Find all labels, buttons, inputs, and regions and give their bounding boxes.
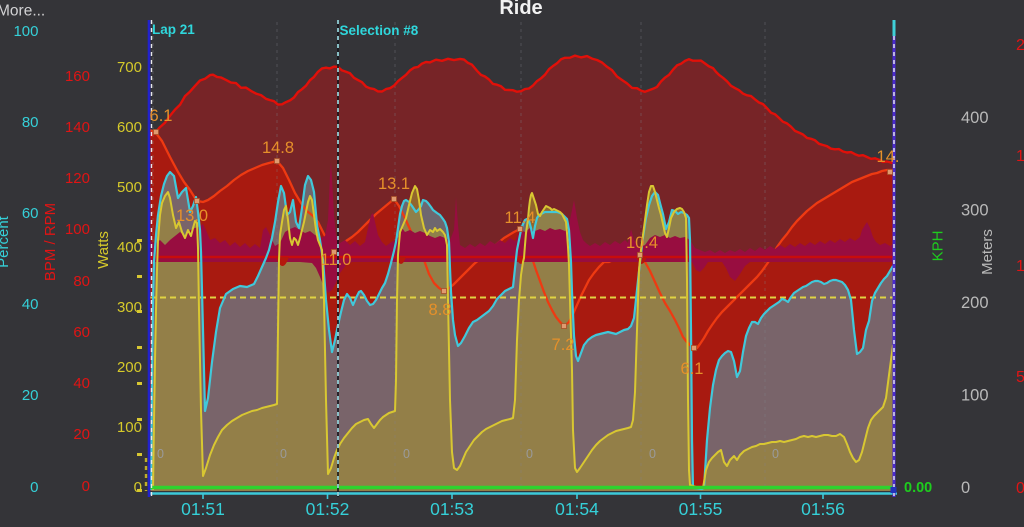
- svg-text:14.8: 14.8: [262, 139, 294, 157]
- svg-text:40: 40: [73, 375, 90, 392]
- svg-text:0: 0: [403, 447, 410, 461]
- svg-text:700: 700: [117, 59, 142, 76]
- svg-text:0: 0: [157, 447, 164, 461]
- svg-text:120: 120: [65, 170, 90, 187]
- svg-text:100: 100: [117, 419, 142, 436]
- svg-text:Selection #8: Selection #8: [340, 23, 419, 38]
- svg-text:60: 60: [22, 205, 39, 222]
- svg-text:500: 500: [117, 179, 142, 196]
- svg-text:0: 0: [772, 447, 779, 461]
- svg-text:60: 60: [73, 324, 90, 341]
- svg-text:7.2: 7.2: [552, 336, 575, 354]
- svg-text:KPH: KPH: [930, 231, 947, 262]
- svg-text:01:55: 01:55: [679, 499, 723, 519]
- svg-text:Percent: Percent: [0, 215, 12, 268]
- svg-text:Ride: Ride: [499, 0, 542, 19]
- svg-text:400: 400: [117, 239, 142, 256]
- svg-text:140: 140: [65, 119, 90, 136]
- svg-text:20: 20: [22, 387, 39, 404]
- svg-text:100: 100: [13, 23, 38, 40]
- svg-text:0: 0: [280, 447, 287, 461]
- svg-text:14.: 14.: [877, 148, 900, 166]
- svg-text:6.1: 6.1: [150, 107, 173, 125]
- svg-text:01:54: 01:54: [555, 499, 599, 519]
- svg-text:5: 5: [1016, 369, 1024, 386]
- svg-text:400: 400: [961, 109, 989, 127]
- svg-text:More...: More...: [0, 3, 45, 20]
- svg-text:80: 80: [22, 114, 39, 131]
- svg-text:80: 80: [73, 273, 90, 290]
- svg-text:0.00: 0.00: [904, 480, 932, 496]
- svg-text:01:52: 01:52: [306, 499, 350, 519]
- svg-text:Lap 21: Lap 21: [152, 22, 195, 37]
- svg-text:01:51: 01:51: [181, 499, 225, 519]
- svg-text:40: 40: [22, 296, 39, 313]
- svg-text:20: 20: [73, 426, 90, 443]
- svg-text:300: 300: [961, 202, 989, 220]
- svg-text:0: 0: [30, 479, 38, 496]
- svg-text:200: 200: [961, 294, 989, 312]
- svg-text:10.4: 10.4: [626, 234, 658, 252]
- svg-text:10: 10: [1016, 258, 1024, 275]
- svg-text:0: 0: [82, 478, 90, 495]
- svg-text:8.8: 8.8: [429, 301, 452, 319]
- svg-text:15: 15: [1016, 148, 1024, 165]
- svg-text:13.1: 13.1: [378, 175, 410, 193]
- svg-text:01:56: 01:56: [801, 499, 845, 519]
- svg-text:BPM / RPM: BPM / RPM: [42, 203, 59, 281]
- svg-text:600: 600: [117, 119, 142, 136]
- svg-text:0: 0: [1016, 480, 1024, 497]
- svg-text:160: 160: [65, 68, 90, 85]
- svg-text:01:53: 01:53: [430, 499, 474, 519]
- svg-text:13.0: 13.0: [176, 207, 208, 225]
- svg-text:0: 0: [961, 479, 970, 497]
- svg-text:100: 100: [961, 387, 989, 405]
- svg-text:0: 0: [649, 447, 656, 461]
- svg-text:Watts: Watts: [95, 231, 112, 269]
- svg-text:6.1: 6.1: [681, 360, 704, 378]
- svg-text:11.0: 11.0: [321, 251, 352, 269]
- svg-text:300: 300: [117, 299, 142, 316]
- svg-text:11.4: 11.4: [505, 209, 536, 227]
- svg-text:20: 20: [1016, 37, 1024, 54]
- svg-text:0: 0: [134, 479, 142, 496]
- svg-text:100: 100: [65, 221, 90, 238]
- svg-text:0: 0: [526, 447, 533, 461]
- svg-text:Meters: Meters: [979, 229, 996, 275]
- svg-text:200: 200: [117, 359, 142, 376]
